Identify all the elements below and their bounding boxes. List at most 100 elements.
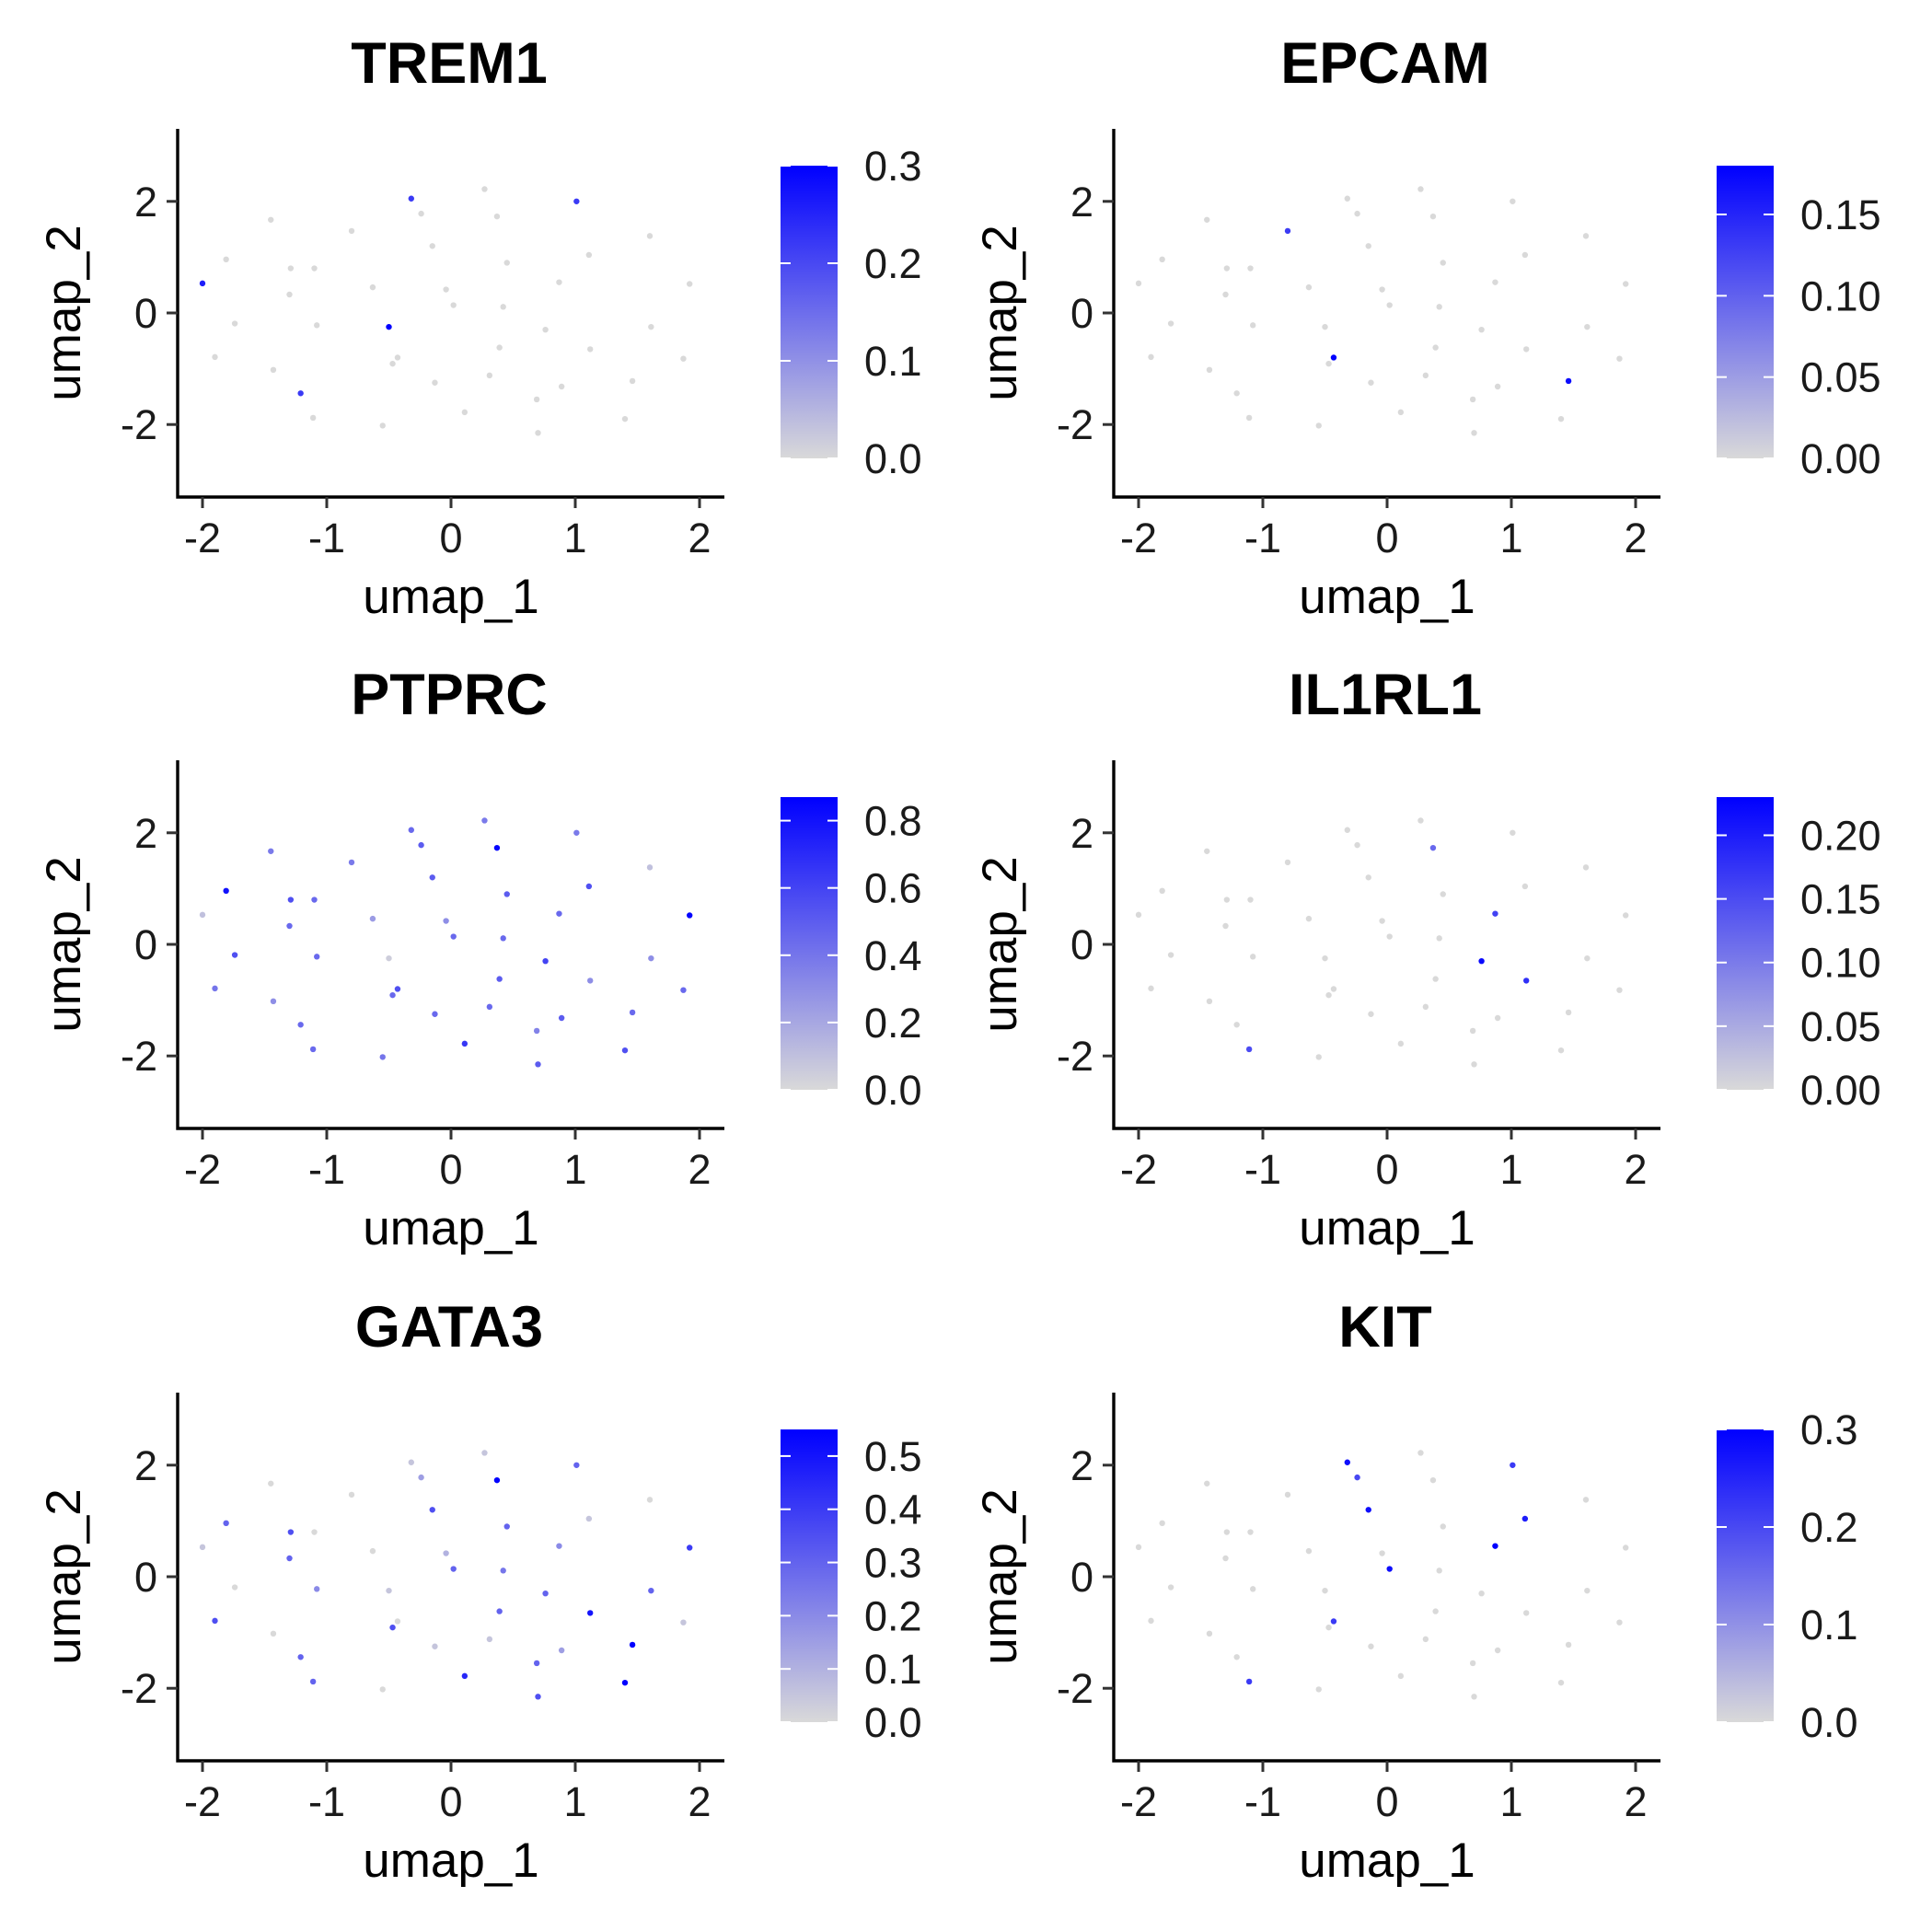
x-tick-label: -2 xyxy=(184,1146,221,1193)
data-point xyxy=(1204,1480,1210,1487)
x-tick-label: 0 xyxy=(439,1146,462,1193)
data-point xyxy=(558,1014,565,1022)
x-tick-label: 2 xyxy=(1624,515,1647,561)
data-point xyxy=(1315,1686,1322,1693)
colorbar-label: 0.0 xyxy=(864,435,922,482)
data-point xyxy=(1440,891,1446,897)
colorbar-label: 0.4 xyxy=(864,1487,922,1533)
data-point xyxy=(1250,954,1256,960)
data-point xyxy=(481,186,488,192)
x-tick-label: 1 xyxy=(1499,1778,1522,1825)
data-point xyxy=(268,1480,274,1487)
data-point xyxy=(1471,1694,1477,1700)
data-point xyxy=(629,1641,636,1649)
colorbar xyxy=(781,797,838,1090)
y-axis-label: umap_2 xyxy=(973,856,1027,1033)
colorbar-label: 0.2 xyxy=(1800,1504,1858,1551)
data-point xyxy=(1315,422,1322,429)
data-point xyxy=(1469,1660,1476,1667)
y-tick-label: -2 xyxy=(121,1665,157,1712)
data-point xyxy=(496,976,503,982)
colorbar-label: 0.6 xyxy=(864,865,922,912)
data-point xyxy=(432,1011,438,1017)
colorbar-label: 0.0 xyxy=(1800,1699,1858,1746)
y-tick-label: -2 xyxy=(1057,1665,1093,1712)
x-tick-label: 0 xyxy=(1375,515,1398,561)
y-axis-label: umap_2 xyxy=(37,225,91,401)
data-point xyxy=(542,1590,549,1597)
data-point xyxy=(1368,1011,1374,1017)
x-tick-label: -1 xyxy=(308,1778,345,1825)
data-point xyxy=(1523,978,1530,984)
data-point xyxy=(1354,841,1360,849)
data-point xyxy=(1233,1654,1240,1660)
data-point xyxy=(1245,1678,1253,1685)
data-point xyxy=(1432,976,1439,982)
data-point xyxy=(461,1672,469,1680)
data-point xyxy=(429,1507,435,1513)
y-tick-label: 2 xyxy=(1070,810,1093,857)
axis-lines xyxy=(176,129,724,499)
data-point xyxy=(369,915,376,922)
data-point xyxy=(1397,409,1405,416)
colorbar-label: 0.2 xyxy=(864,240,922,287)
data-point xyxy=(429,243,435,249)
data-point xyxy=(533,1660,540,1667)
y-axis-label: umap_2 xyxy=(37,1488,91,1665)
data-point xyxy=(1247,897,1254,903)
data-point xyxy=(231,1584,238,1591)
data-point xyxy=(408,827,414,833)
x-tick-label: 2 xyxy=(688,515,711,561)
data-point xyxy=(646,864,654,871)
y-tick-label: 0 xyxy=(134,1554,157,1601)
colorbar-label: 0.2 xyxy=(864,1000,922,1047)
data-point xyxy=(1386,933,1393,940)
data-point xyxy=(585,883,593,890)
data-point xyxy=(1159,1520,1165,1527)
data-point xyxy=(297,390,304,397)
data-point xyxy=(1521,251,1529,259)
x-tick-label: 2 xyxy=(1624,1146,1647,1193)
panel-title: GATA3 xyxy=(355,1295,543,1359)
y-tick-label: 2 xyxy=(134,1442,157,1489)
x-tick-label: -2 xyxy=(184,515,221,561)
data-point xyxy=(1305,283,1313,291)
data-point xyxy=(286,291,293,298)
data-point xyxy=(1432,344,1439,351)
x-axis-label: umap_1 xyxy=(363,570,539,624)
y-tick-label: 2 xyxy=(1070,1442,1093,1489)
data-point xyxy=(1222,922,1229,930)
data-point xyxy=(1623,1544,1629,1551)
data-point xyxy=(621,1679,629,1686)
x-tick-label: -2 xyxy=(1120,515,1157,561)
data-point xyxy=(389,360,396,367)
data-point xyxy=(394,986,401,992)
data-point xyxy=(587,1610,594,1616)
colorbar xyxy=(1717,1429,1774,1722)
data-point xyxy=(1521,1515,1529,1522)
y-tick-label: 2 xyxy=(1070,179,1093,226)
data-points xyxy=(199,1450,693,1700)
data-point xyxy=(503,260,510,266)
data-point xyxy=(680,355,687,362)
data-point xyxy=(1305,1547,1313,1555)
x-axis-label: umap_1 xyxy=(1299,1201,1475,1255)
x-tick-label: -1 xyxy=(1244,1778,1281,1825)
data-point xyxy=(314,954,320,960)
data-point xyxy=(486,372,493,379)
data-point xyxy=(1222,1555,1229,1562)
data-point xyxy=(1623,912,1629,919)
y-tick-label: 2 xyxy=(134,810,157,857)
y-axis-label: umap_2 xyxy=(973,1488,1027,1665)
data-point xyxy=(408,1459,414,1465)
data-point xyxy=(1330,1618,1337,1625)
data-point xyxy=(286,1555,293,1562)
data-point xyxy=(1523,346,1530,353)
data-point xyxy=(1478,957,1485,965)
data-point xyxy=(1582,1497,1590,1503)
data-point xyxy=(1584,954,1591,962)
y-tick-label: -2 xyxy=(1057,401,1093,448)
data-point xyxy=(1233,1022,1240,1028)
data-point xyxy=(268,216,274,223)
colorbar-legend: 0.0 0.2 0.4 0.6 0.8 xyxy=(781,797,922,1114)
